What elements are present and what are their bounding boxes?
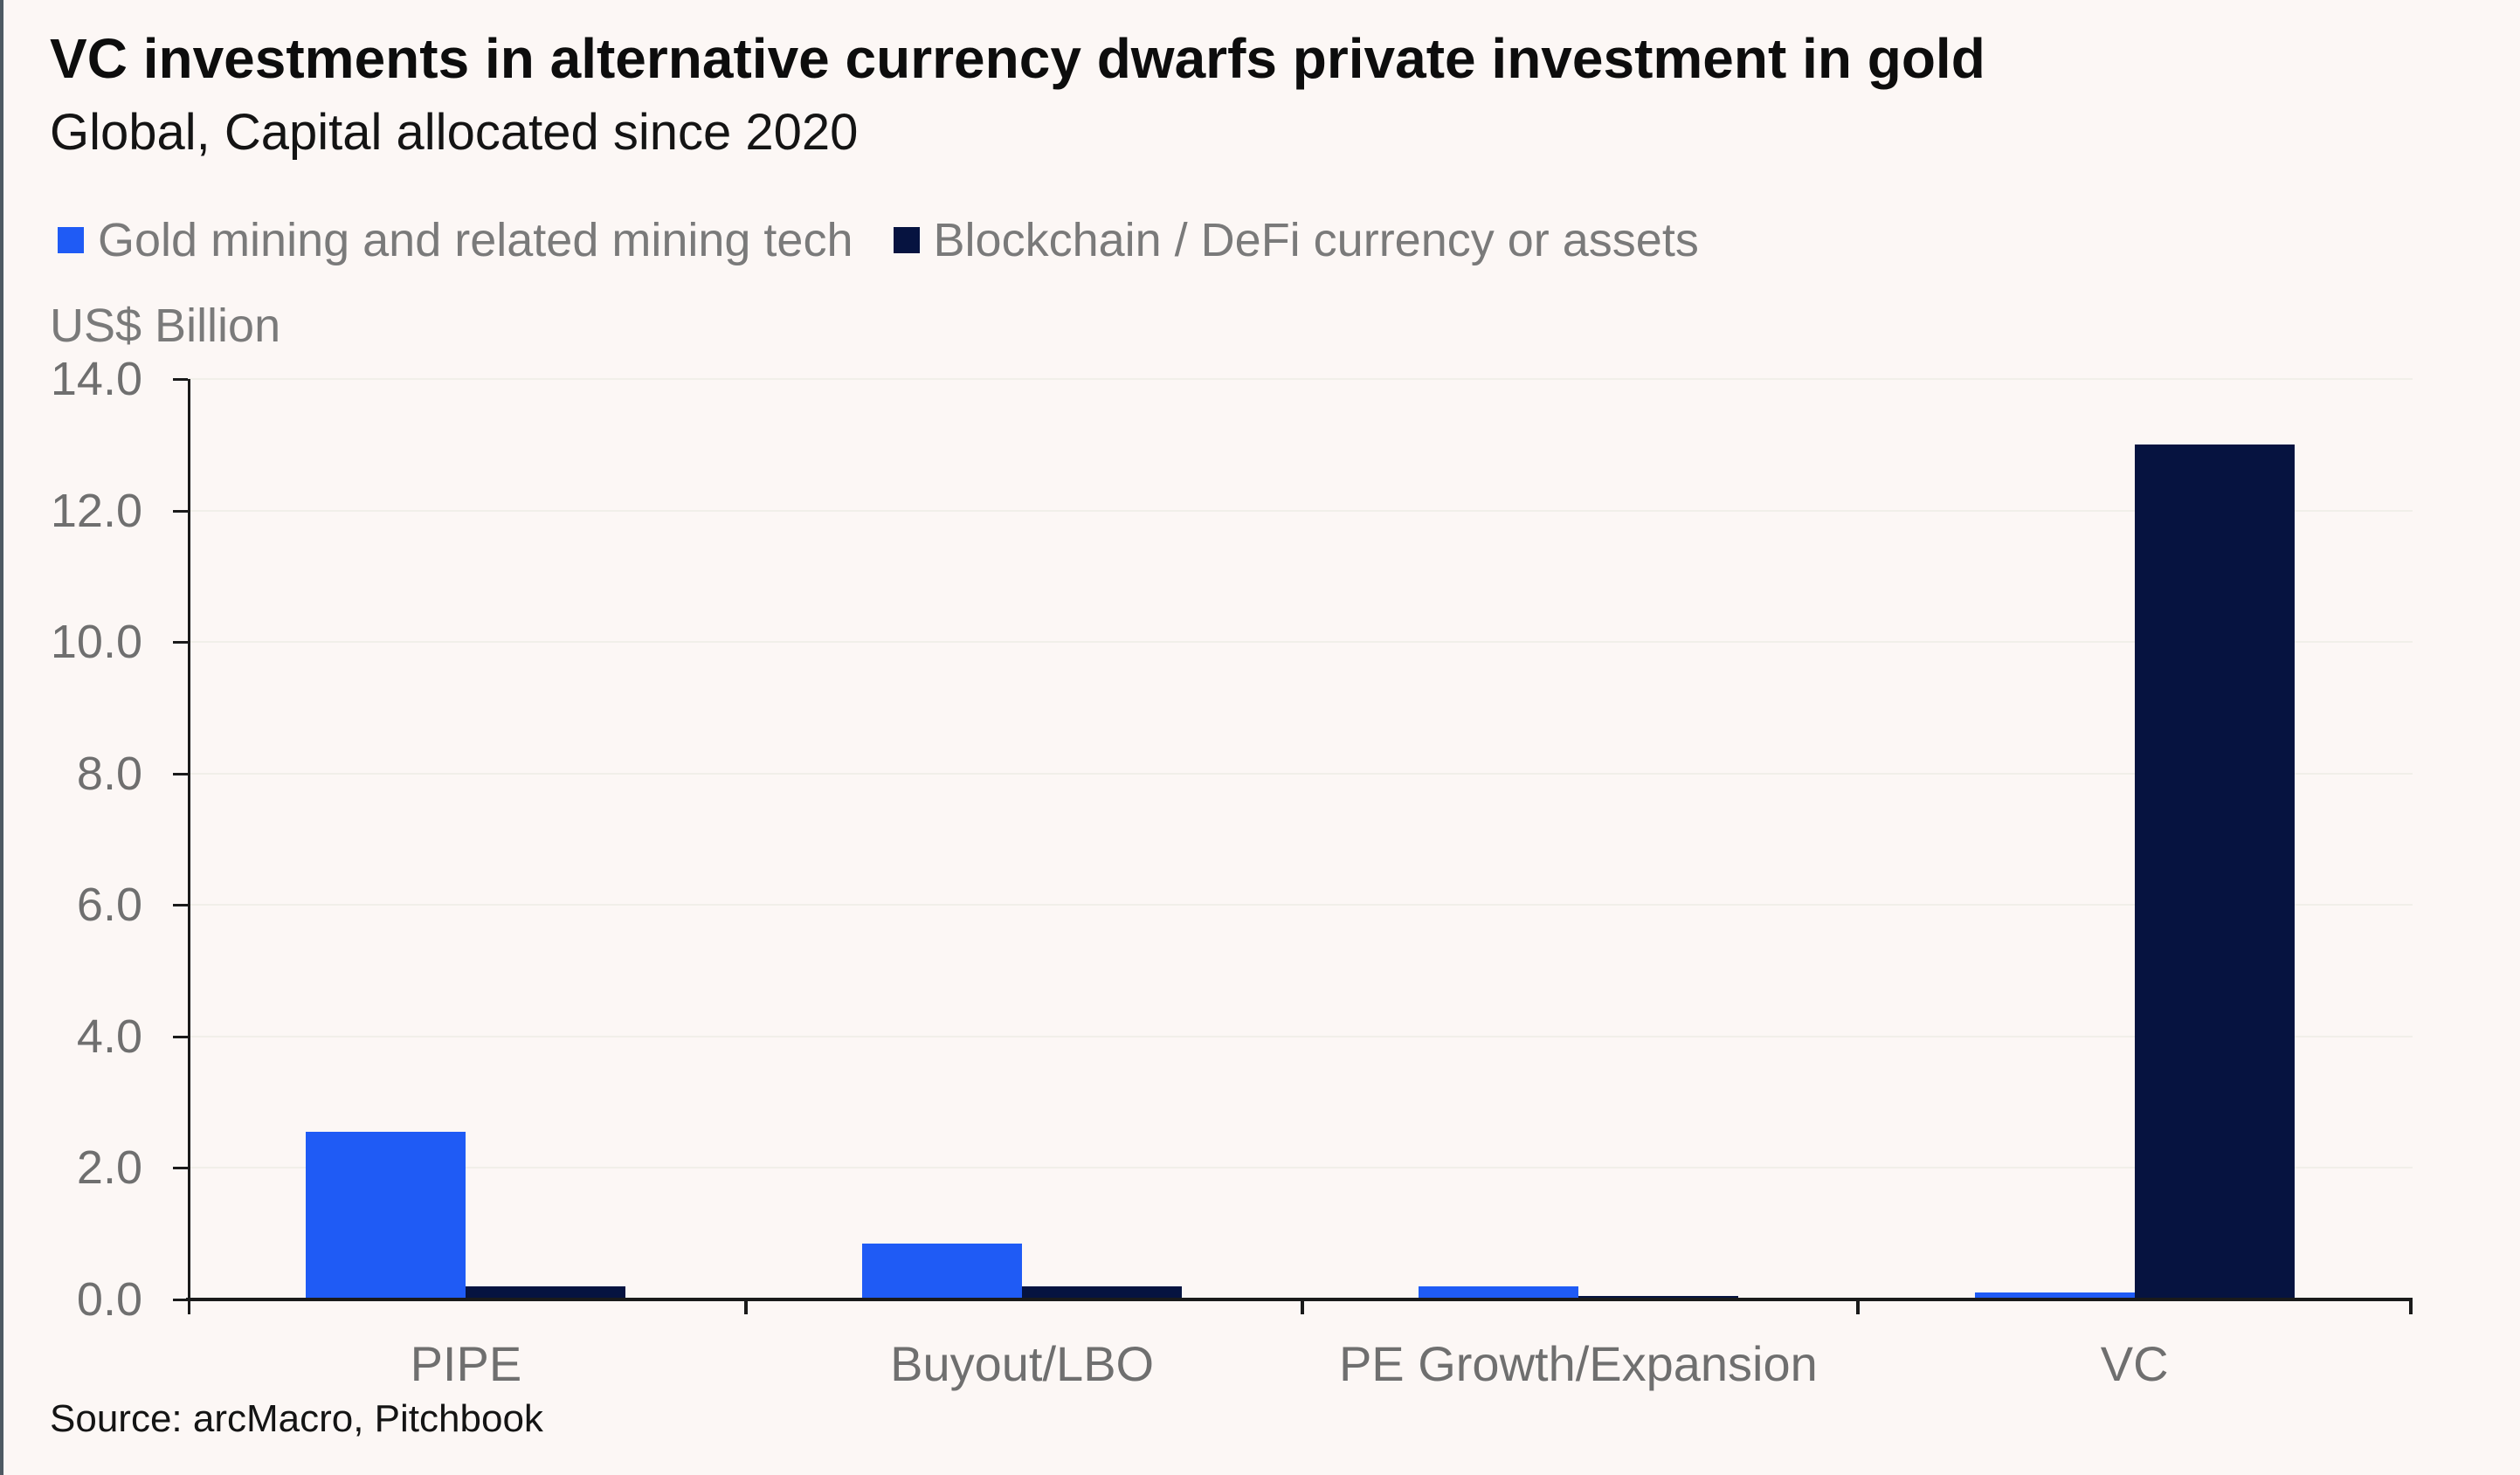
gridline-14 xyxy=(188,378,2413,380)
bar-buyout-lbo-series-1 xyxy=(1022,1285,1183,1299)
chart-title: VC investments in alternative currency d… xyxy=(50,27,1985,90)
legend-label: Gold mining and related mining tech xyxy=(98,214,853,266)
y-tick-label-10: 10.0 xyxy=(50,616,142,669)
gridline-6 xyxy=(188,904,2413,906)
y-axis-tick-8 xyxy=(173,772,188,775)
gridline-10 xyxy=(188,641,2413,644)
y-axis-tick-2 xyxy=(173,1167,188,1170)
gridline-2 xyxy=(188,1167,2413,1169)
bar-buyout-lbo-series-0 xyxy=(862,1244,1023,1299)
x-category-label-1: Buyout/LBO xyxy=(890,1336,1155,1391)
bar-pe-growth-expansion-series-0 xyxy=(1418,1285,1578,1299)
x-axis-line xyxy=(186,1298,2413,1301)
x-axis-tick-2 xyxy=(1856,1299,1861,1314)
y-tick-label-2: 2.0 xyxy=(76,1141,142,1195)
gridline-12 xyxy=(188,509,2413,512)
legend-item-1: Blockchain / DeFi currency or assets xyxy=(893,213,1699,267)
legend-item-0: Gold mining and related mining tech xyxy=(58,213,853,267)
y-axis-title: US$ Billion xyxy=(50,300,281,352)
y-axis-line xyxy=(188,379,190,1314)
bar-pipe-series-1 xyxy=(466,1285,626,1299)
bar-vc-series-0 xyxy=(1974,1292,2135,1299)
window-left-border xyxy=(0,0,3,1475)
legend-swatch-icon xyxy=(58,227,84,253)
y-axis-tick-6 xyxy=(173,904,188,907)
bar-pipe-series-0 xyxy=(306,1132,466,1299)
x-axis-tick-3 xyxy=(2409,1299,2413,1314)
y-axis-tick-14 xyxy=(173,378,188,381)
y-axis-tick-4 xyxy=(173,1035,188,1038)
y-tick-label-14: 14.0 xyxy=(50,353,142,405)
y-axis-tick-10 xyxy=(173,641,188,644)
legend-swatch-icon xyxy=(893,227,920,253)
y-tick-label-8: 8.0 xyxy=(76,747,142,800)
y-axis-tick-0 xyxy=(173,1299,188,1301)
y-axis-tick-12 xyxy=(173,509,188,513)
x-axis-tick-1 xyxy=(1300,1299,1304,1314)
bar-vc-series-1 xyxy=(2134,445,2295,1299)
source-note: Source: arcMacro, Pitchbook xyxy=(50,1397,543,1440)
gridline-4 xyxy=(188,1035,2413,1037)
x-axis-tick-0 xyxy=(743,1299,748,1314)
legend: Gold mining and related mining tech Block… xyxy=(58,210,1699,271)
y-tick-label-0: 0.0 xyxy=(76,1273,142,1326)
x-category-label-3: VC xyxy=(2100,1336,2169,1391)
y-tick-label-12: 12.0 xyxy=(50,484,142,537)
x-category-label-0: PIPE xyxy=(410,1336,522,1391)
chart-subtitle: Global, Capital allocated since 2020 xyxy=(50,104,859,161)
gridline-8 xyxy=(188,772,2413,775)
x-category-label-2: PE Growth/Expansion xyxy=(1338,1336,1818,1391)
y-tick-label-6: 6.0 xyxy=(76,879,142,932)
legend-label: Blockchain / DeFi currency or assets xyxy=(933,214,1699,266)
y-tick-label-4: 4.0 xyxy=(76,1010,142,1063)
